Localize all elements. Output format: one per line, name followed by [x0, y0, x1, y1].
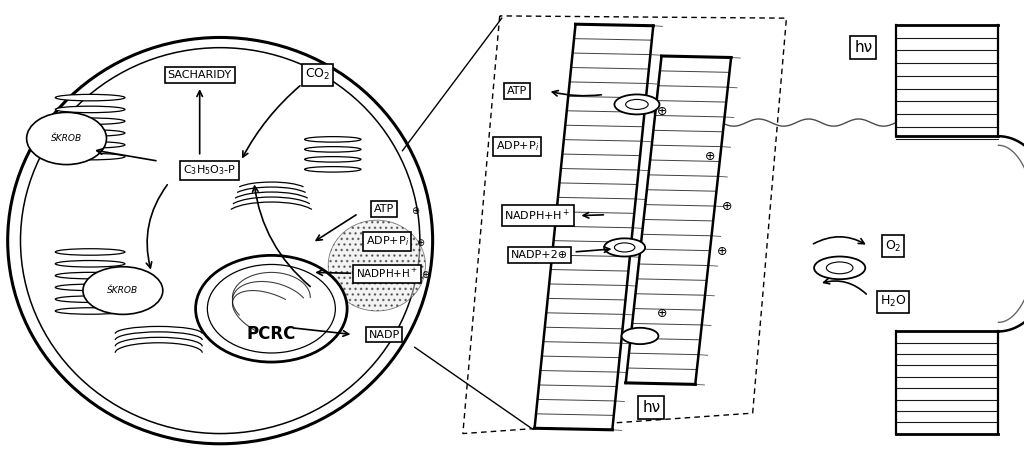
Text: PCRC: PCRC — [247, 325, 296, 343]
Text: ⊕: ⊕ — [416, 238, 424, 248]
Ellipse shape — [55, 130, 125, 136]
Text: ATP: ATP — [507, 86, 527, 96]
Ellipse shape — [305, 167, 361, 172]
Ellipse shape — [55, 153, 125, 160]
Text: H$_2$O: H$_2$O — [880, 294, 906, 310]
Text: NADP+2⊕: NADP+2⊕ — [511, 250, 568, 260]
Text: ⊕: ⊕ — [657, 307, 668, 320]
Ellipse shape — [305, 137, 361, 142]
Text: ⊕: ⊕ — [722, 200, 732, 213]
Ellipse shape — [55, 272, 125, 279]
Ellipse shape — [27, 112, 106, 165]
Text: ⊕: ⊕ — [657, 105, 668, 118]
Ellipse shape — [55, 106, 125, 113]
Text: hν: hν — [854, 40, 872, 55]
Ellipse shape — [55, 308, 125, 314]
Text: O$_2$: O$_2$ — [885, 238, 901, 254]
Text: NADPH+H$^+$: NADPH+H$^+$ — [505, 208, 570, 223]
Ellipse shape — [55, 142, 125, 148]
Text: ⊕: ⊕ — [421, 270, 429, 280]
Text: ŠKROB: ŠKROB — [51, 134, 82, 143]
Text: ŠKROB: ŠKROB — [108, 286, 138, 295]
Text: ⊕: ⊕ — [717, 246, 727, 258]
Ellipse shape — [55, 249, 125, 255]
Ellipse shape — [196, 255, 347, 362]
Circle shape — [622, 328, 658, 344]
Text: ATP: ATP — [374, 204, 394, 214]
Ellipse shape — [83, 266, 163, 314]
Circle shape — [604, 238, 645, 257]
Ellipse shape — [55, 118, 125, 124]
Text: NADP: NADP — [369, 330, 399, 340]
Ellipse shape — [305, 157, 361, 162]
Ellipse shape — [305, 147, 361, 152]
Ellipse shape — [328, 220, 426, 311]
Polygon shape — [535, 24, 653, 430]
Text: NADPH+H$^+$: NADPH+H$^+$ — [356, 267, 418, 280]
Polygon shape — [626, 56, 731, 385]
Text: SACHARIDY: SACHARIDY — [168, 70, 231, 80]
Text: ADP+P$_i$: ADP+P$_i$ — [366, 235, 409, 248]
Ellipse shape — [55, 284, 125, 291]
Text: hν: hν — [642, 400, 660, 415]
Text: ⊕: ⊕ — [705, 150, 715, 163]
Text: C$_3$H$_5$O$_3$-P: C$_3$H$_5$O$_3$-P — [183, 163, 237, 177]
Ellipse shape — [8, 38, 432, 444]
Ellipse shape — [55, 296, 125, 302]
Text: CO$_2$: CO$_2$ — [305, 67, 330, 83]
Circle shape — [614, 94, 659, 114]
Circle shape — [814, 257, 865, 279]
Ellipse shape — [55, 94, 125, 101]
Text: ADP+P$_i$: ADP+P$_i$ — [496, 139, 539, 153]
Ellipse shape — [55, 261, 125, 267]
Text: ⊕: ⊕ — [411, 206, 419, 216]
